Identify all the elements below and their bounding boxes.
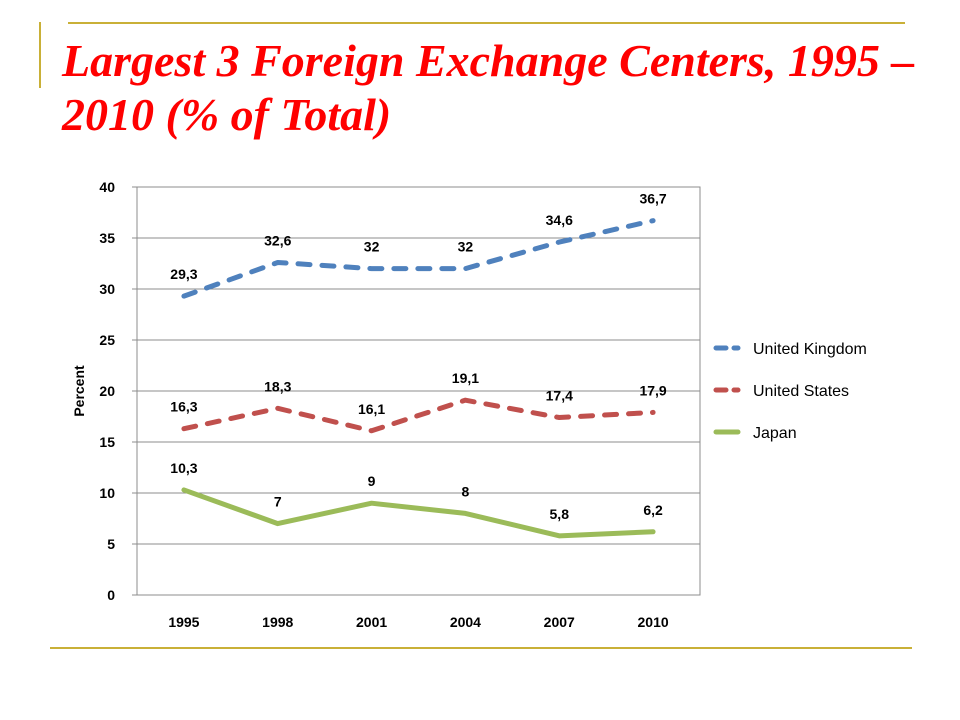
legend-entry-label: United Kingdom [753, 341, 867, 358]
x-tick-label: 2010 [638, 614, 669, 630]
data-label: 19,1 [452, 370, 479, 386]
data-label: 16,1 [358, 401, 385, 417]
y-tick-label: 40 [99, 179, 115, 195]
y-tick-label: 30 [99, 281, 115, 297]
data-label: 10,3 [170, 460, 197, 476]
x-tick-label: 1995 [168, 614, 199, 630]
y-tick-label: 5 [107, 536, 115, 552]
y-tick-label: 35 [99, 230, 115, 246]
slide-title: Largest 3 Foreign Exchange Centers, 1995… [62, 35, 915, 140]
decorative-bottom-line [50, 647, 912, 649]
legend-entry-label: Japan [753, 425, 797, 442]
y-tick-label: 15 [99, 434, 115, 450]
legend-entry-label: United States [753, 383, 849, 400]
y-tick-label: 10 [99, 485, 115, 501]
data-label: 32 [458, 239, 474, 255]
x-tick-label: 2007 [544, 614, 575, 630]
data-label: 6,2 [643, 502, 663, 518]
data-label: 17,4 [546, 388, 573, 404]
data-label: 29,3 [170, 266, 197, 282]
y-tick-label: 25 [99, 332, 115, 348]
data-label: 34,6 [546, 212, 573, 228]
data-label: 9 [368, 473, 376, 489]
series-line-united-kingdom [181, 218, 656, 299]
data-label: 8 [462, 483, 470, 499]
data-label: 32,6 [264, 232, 291, 248]
y-axis-title: Percent [71, 365, 87, 417]
data-label: 36,7 [639, 191, 666, 207]
x-tick-label: 1998 [262, 614, 293, 630]
data-label: 32 [364, 239, 380, 255]
data-label: 7 [274, 494, 282, 510]
series-line-japan [181, 487, 656, 539]
x-tick-label: 2004 [450, 614, 481, 630]
decorative-top-line [68, 22, 905, 24]
y-tick-label: 20 [99, 383, 115, 399]
data-label: 18,3 [264, 378, 291, 394]
data-label: 17,9 [639, 382, 666, 398]
data-label: 5,8 [550, 506, 570, 522]
decorative-vertical-line [39, 22, 41, 88]
series-line-united-states [181, 397, 656, 434]
data-label: 16,3 [170, 399, 197, 415]
x-tick-label: 2001 [356, 614, 387, 630]
y-tick-label: 0 [107, 587, 115, 603]
